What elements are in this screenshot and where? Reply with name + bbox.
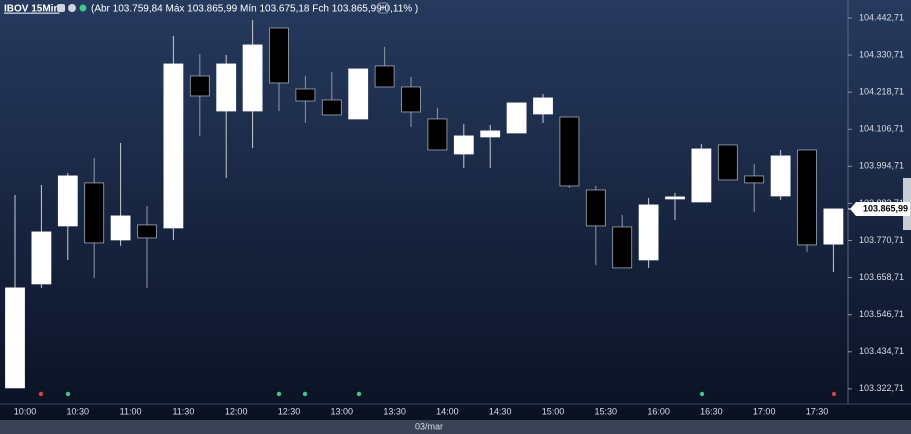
x-tick-label: 13:30 <box>383 406 406 416</box>
candle-body <box>823 208 844 245</box>
y-tick-label: 103.658,71 <box>859 272 904 282</box>
y-tick-label: 103.322,71 <box>859 383 904 393</box>
x-tick-label: 16:00 <box>647 406 670 416</box>
last-price-tag <box>850 201 910 216</box>
y-tick-label: 103.546,71 <box>859 309 904 319</box>
x-tick-label: 17:30 <box>806 406 829 416</box>
candle-body <box>585 189 606 227</box>
y-tick-label: 104.442,71 <box>859 12 904 22</box>
candle-body <box>797 149 817 246</box>
candle-body <box>770 155 791 197</box>
candle-body <box>216 63 237 112</box>
event-dot[interactable] <box>302 391 308 397</box>
last-price-label: 103.865,99 <box>863 203 908 213</box>
plot: 103.322,71 103.434,71 103.546,71 103.658,71… <box>5 12 904 416</box>
y-tick-label: 104.330,71 <box>859 49 904 59</box>
event-dot[interactable] <box>65 391 71 397</box>
y-tick-label: 103.770,71 <box>859 235 904 245</box>
candle-body <box>31 231 52 285</box>
candle-body <box>295 88 316 102</box>
candle-body <box>480 130 501 138</box>
candle-body <box>744 175 765 184</box>
event-dot[interactable] <box>276 391 282 397</box>
x-tick-label: 16:30 <box>700 406 723 416</box>
y-tick-label: 104.218,71 <box>859 87 904 97</box>
candle-body <box>401 86 421 113</box>
hide-icon[interactable] <box>68 4 76 12</box>
x-tick-label: 11:00 <box>120 406 142 416</box>
y-tick-label: 104.106,71 <box>859 124 904 134</box>
candle-body <box>691 148 712 203</box>
candle-body <box>506 102 527 134</box>
status-icon <box>79 4 87 12</box>
x-tick-label: 10:30 <box>67 406 90 416</box>
candle-body <box>5 287 25 389</box>
candle-body <box>84 182 105 244</box>
x-tick-label: 11:30 <box>172 406 194 416</box>
date-label: 03/mar <box>415 421 443 431</box>
candle-body <box>533 97 553 115</box>
candle-body <box>348 68 369 120</box>
candle-body <box>110 215 131 241</box>
candle-body <box>57 175 78 227</box>
candle-body <box>163 63 184 229</box>
ohlc-summary: (Abr 103.759,84 Máx 103.865,99 Mín 103.6… <box>91 4 418 15</box>
candle-body <box>665 196 685 200</box>
x-tick-label: 13:00 <box>331 406 354 416</box>
settings-icon[interactable] <box>57 4 65 12</box>
candle-body <box>321 99 342 116</box>
candle-body <box>137 224 157 239</box>
x-tick-label: 14:30 <box>489 406 512 416</box>
add-icon[interactable]: + <box>380 3 386 14</box>
candle-body <box>374 65 395 88</box>
event-dot[interactable] <box>356 391 362 397</box>
event-dot[interactable] <box>699 391 705 397</box>
x-tick-label: 12:00 <box>225 406 248 416</box>
candle-body <box>453 135 474 155</box>
candle-body <box>638 204 659 261</box>
candle-body <box>559 116 580 187</box>
y-tick-label: 103.994,71 <box>859 161 904 171</box>
x-tick-label: 17:00 <box>753 406 776 416</box>
date-bar <box>0 420 911 434</box>
candle-body <box>189 75 210 97</box>
candle-body <box>242 44 263 112</box>
y-tick-label: 103.434,71 <box>859 346 904 356</box>
candle-body <box>612 226 633 269</box>
x-tick-label: 10:00 <box>14 406 37 416</box>
candle-body <box>269 27 289 84</box>
event-dots <box>38 391 837 397</box>
event-dot[interactable] <box>38 391 44 397</box>
event-dot[interactable] <box>831 391 837 397</box>
x-tick-label: 14:00 <box>436 406 459 416</box>
x-tick-label: 15:30 <box>595 406 618 416</box>
candle-body <box>427 118 448 151</box>
x-tick-label: 15:00 <box>542 406 565 416</box>
candle-body <box>717 144 738 181</box>
x-tick-label: 12:30 <box>278 406 301 416</box>
chart-title[interactable]: IBOV 15Min <box>4 4 60 15</box>
add-button[interactable] <box>377 2 389 14</box>
